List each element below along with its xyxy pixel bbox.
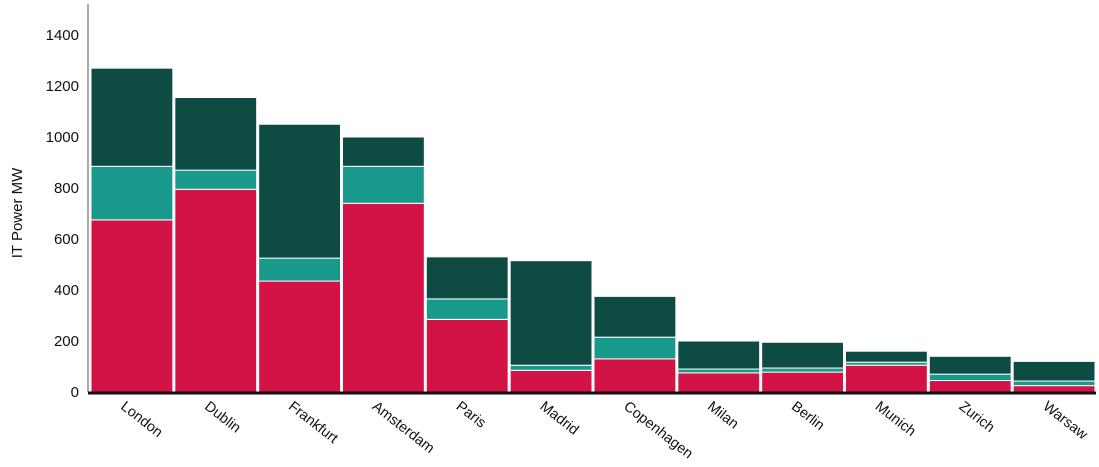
bar-segment-segment-bottom <box>509 369 593 393</box>
bar-segment-segment-top <box>90 67 174 167</box>
y-tick-label: 600 <box>54 231 79 248</box>
bar-segment-segment-middle <box>425 298 509 320</box>
x-tick-label: Warsaw <box>1040 399 1091 444</box>
bar-segment-segment-top <box>509 260 593 366</box>
y-tick-label: 1200 <box>46 78 79 95</box>
bar-segment-segment-middle <box>593 336 677 360</box>
x-tick-label: Zurich <box>956 399 998 436</box>
y-tick-label: 1000 <box>46 129 79 146</box>
y-tick-label: 800 <box>54 180 79 197</box>
bar-segment-segment-bottom <box>90 219 174 393</box>
bar-segment-segment-top <box>928 355 1012 375</box>
y-axis-label: IT Power MW <box>9 167 26 258</box>
bar-segment-segment-middle <box>761 367 844 373</box>
x-tick-label: Madrid <box>537 399 582 439</box>
bar-segment-segment-middle <box>342 165 425 204</box>
y-tick-label: 200 <box>54 333 79 350</box>
bar-segment-segment-bottom <box>593 358 677 393</box>
bar-segment-segment-top <box>258 123 342 259</box>
bar-segment-segment-top <box>174 96 258 171</box>
bar-segment-segment-middle <box>90 165 174 221</box>
x-tick-label: Milan <box>704 399 741 433</box>
bar-segment-segment-bottom <box>174 188 258 393</box>
y-tick-label: 400 <box>54 282 79 299</box>
y-tick-label: 1400 <box>46 27 79 44</box>
bar-segment-segment-middle <box>174 169 258 190</box>
bar-segment-segment-top <box>593 295 677 338</box>
x-tick-label: Dublin <box>201 399 243 437</box>
bar-segment-segment-bottom <box>1012 385 1096 393</box>
bar-segment-segment-middle <box>509 364 593 371</box>
x-tick-label: Frankfurt <box>285 399 341 447</box>
x-tick-label: Munich <box>872 399 919 440</box>
bar-segment-segment-bottom <box>845 364 928 393</box>
bar-segment-segment-middle <box>1012 380 1096 387</box>
bar-segment-segment-bottom <box>677 372 761 393</box>
y-tick-label: 0 <box>71 384 79 401</box>
x-tick-label: Berlin <box>788 399 827 434</box>
bar-segment-segment-top <box>761 341 844 369</box>
bar-segment-segment-top <box>342 136 425 167</box>
bar-segment-segment-top <box>425 256 509 300</box>
bar-segment-segment-top <box>677 340 761 370</box>
x-tick-label: Copenhagen <box>620 399 695 463</box>
bar-segment-segment-middle <box>258 257 342 282</box>
bar-segment-segment-bottom <box>425 318 509 393</box>
bar-segment-segment-bottom <box>342 202 425 393</box>
bar-segment-segment-bottom <box>258 280 342 393</box>
x-tick-label: Amsterdam <box>369 399 437 457</box>
bar-segment-segment-top <box>1012 360 1096 382</box>
x-tick-label: London <box>117 399 165 441</box>
bar-segment-segment-middle <box>928 373 1012 382</box>
bar-segment-segment-middle <box>677 368 761 374</box>
bar-segment-segment-bottom <box>761 371 844 393</box>
x-tick-label: Paris <box>453 399 489 432</box>
bar-segment-segment-bottom <box>928 380 1012 393</box>
bar-segment-segment-top <box>845 350 928 363</box>
